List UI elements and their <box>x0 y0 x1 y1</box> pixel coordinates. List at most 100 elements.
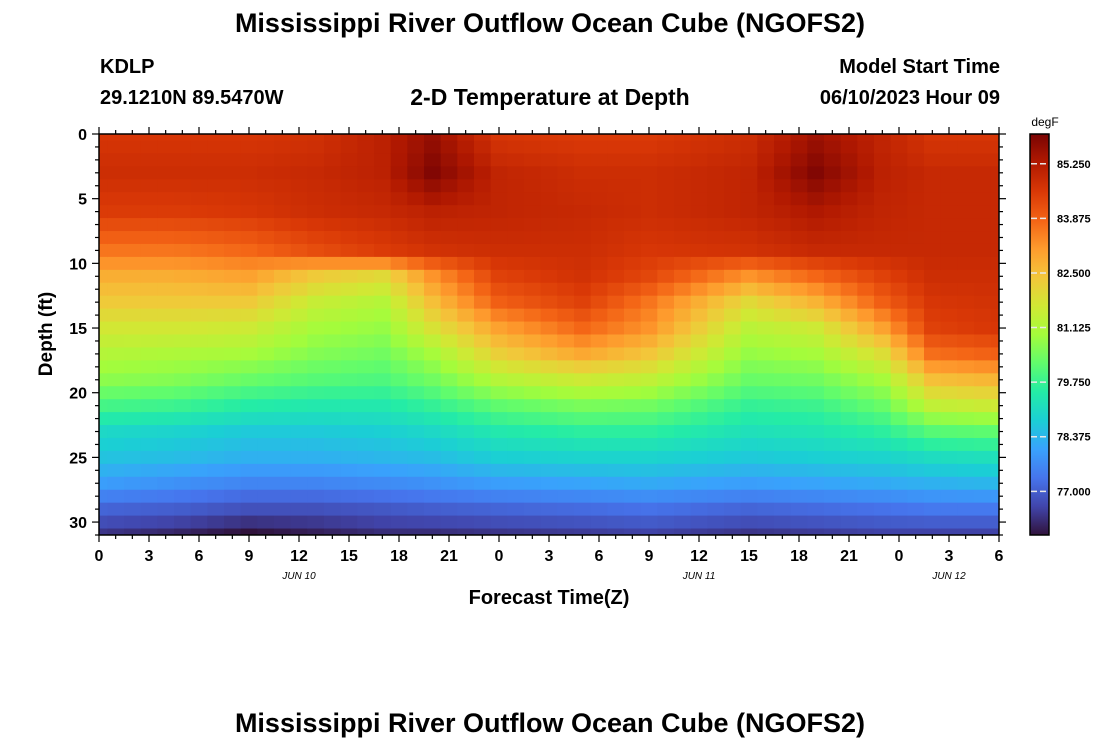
heatmap-cell <box>807 282 825 297</box>
heatmap-cell <box>357 166 375 180</box>
heatmap-cell <box>874 450 892 465</box>
heatmap-cell <box>190 463 208 478</box>
heatmap-cell <box>240 463 258 478</box>
heatmap-cell <box>607 515 625 530</box>
heatmap-cell <box>857 373 875 387</box>
heatmap-cell <box>540 399 558 413</box>
heatmap-cell <box>474 528 492 535</box>
heatmap-cell <box>790 476 808 491</box>
heatmap-cell <box>740 386 758 400</box>
heatmap-cell <box>274 153 292 167</box>
heatmap-cell <box>357 347 375 361</box>
heatmap-cell <box>99 218 108 232</box>
heatmap-cell <box>907 256 925 271</box>
heatmap-cell <box>507 231 525 245</box>
heatmap-cell <box>757 476 775 491</box>
heatmap-cell <box>857 502 875 517</box>
heatmap-cell <box>557 373 575 387</box>
heatmap-cell <box>990 515 999 530</box>
heatmap-cell <box>374 218 392 232</box>
heatmap-cell <box>907 334 925 349</box>
heatmap-cell <box>640 399 658 413</box>
heatmap-cell <box>824 412 842 426</box>
heatmap-cell <box>290 347 308 361</box>
heatmap-cell <box>557 134 575 142</box>
heatmap-cell <box>690 386 708 400</box>
heatmap-cell <box>124 179 142 193</box>
heatmap-cell <box>257 269 275 284</box>
heatmap-cell <box>507 192 525 206</box>
heatmap-cell <box>974 463 992 478</box>
heatmap-cell <box>157 412 175 426</box>
heatmap-cell <box>874 218 892 232</box>
heatmap-cell <box>274 412 292 426</box>
heatmap-cell <box>724 321 742 336</box>
heatmap-cell <box>474 256 492 271</box>
heatmap-cell <box>107 166 125 180</box>
heatmap-cell <box>240 192 258 206</box>
heatmap-cell <box>640 218 658 232</box>
heatmap-cell <box>140 476 158 491</box>
heatmap-cell <box>774 269 792 284</box>
heatmap-cell <box>907 308 925 323</box>
heatmap-cell <box>890 476 908 491</box>
heatmap-cell <box>674 192 692 206</box>
heatmap-cell <box>424 205 442 219</box>
heatmap-cell <box>257 450 275 465</box>
heatmap-cell <box>240 153 258 167</box>
heatmap-cell <box>957 134 975 142</box>
heatmap-cell <box>490 282 508 297</box>
heatmap-cell <box>240 334 258 349</box>
heatmap-cell <box>507 321 525 336</box>
heatmap-cell <box>657 218 675 232</box>
heatmap-cell <box>390 321 408 336</box>
heatmap-cell <box>507 256 525 271</box>
heatmap-cell <box>707 515 725 530</box>
heatmap-cell <box>907 347 925 361</box>
heatmap-cell <box>674 450 692 465</box>
heatmap-cell <box>740 140 758 155</box>
heatmap-cell <box>140 192 158 206</box>
heatmap-cell <box>574 140 592 155</box>
heatmap-cell <box>190 515 208 530</box>
heatmap-cell <box>157 308 175 323</box>
heatmap-cell <box>490 437 508 452</box>
heatmap-cell <box>99 243 108 258</box>
heatmap-cell <box>290 489 308 504</box>
heatmap-cell <box>740 269 758 284</box>
heatmap-cell <box>140 489 158 504</box>
heatmap-cell <box>707 476 725 491</box>
heatmap-cell <box>240 269 258 284</box>
heatmap-cell <box>224 399 242 413</box>
heatmap-cell <box>924 140 942 155</box>
heatmap-cell <box>990 295 999 310</box>
heatmap-cell <box>324 321 342 336</box>
heatmap-cell <box>757 166 775 180</box>
heatmap-cell <box>574 231 592 245</box>
heatmap-cell <box>424 373 442 387</box>
heatmap-cell <box>724 425 742 439</box>
x-tick-label: 12 <box>290 548 308 565</box>
heatmap-cell <box>190 437 208 452</box>
heatmap-cell <box>974 256 992 271</box>
heatmap-cell <box>540 412 558 426</box>
heatmap-cell <box>124 347 142 361</box>
heatmap-cell <box>807 134 825 142</box>
heatmap-cell <box>890 166 908 180</box>
heatmap-cell <box>557 463 575 478</box>
heatmap-cell <box>824 489 842 504</box>
heatmap-cell <box>657 231 675 245</box>
heatmap-cell <box>474 192 492 206</box>
heatmap-cell <box>374 153 392 167</box>
heatmap-cell <box>624 360 642 374</box>
heatmap-cell <box>457 386 475 400</box>
heatmap-cell <box>557 256 575 271</box>
heatmap-cell <box>290 437 308 452</box>
heatmap-cell <box>290 166 308 180</box>
heatmap-cell <box>640 269 658 284</box>
heatmap-cell <box>724 334 742 349</box>
heatmap-cell <box>224 218 242 232</box>
heatmap-cell <box>707 282 725 297</box>
heatmap-cell <box>774 425 792 439</box>
heatmap-cell <box>257 412 275 426</box>
